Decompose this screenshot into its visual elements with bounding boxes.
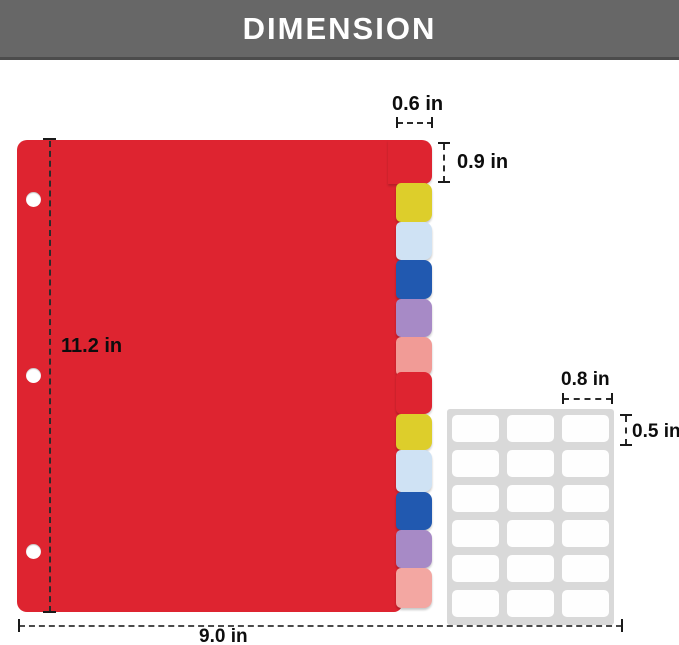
label-width-dimension-label: 0.8 in xyxy=(561,369,610,390)
label-sticker xyxy=(507,590,554,617)
label-sticker xyxy=(452,415,499,442)
tab-width-dimension-line xyxy=(397,122,433,124)
tab-height-dimension-label: 0.9 in xyxy=(457,151,509,173)
label-sticker xyxy=(507,555,554,582)
binder-hole-middle xyxy=(26,368,41,383)
sheet-height-dimension-tick-top xyxy=(43,138,56,140)
label-height-dimension-label: 0.5 in xyxy=(632,421,679,442)
sheet-height-dimension-tick-bottom xyxy=(43,611,56,613)
sheet-width-dimension-label: 9.0 in xyxy=(199,626,248,645)
sheet-width-dimension-tick-left xyxy=(18,619,20,632)
label-sticker xyxy=(452,485,499,512)
label-sticker xyxy=(507,450,554,477)
label-sticker xyxy=(452,450,499,477)
tab-height-dimension-line xyxy=(443,144,445,182)
tab-width-dimension-tick-left xyxy=(396,117,398,128)
divider-sheet xyxy=(17,140,402,612)
tab-height-dimension-tick-bottom xyxy=(438,181,450,183)
label-height-dimension-tick-bottom xyxy=(620,444,632,446)
tab-width-dimension-tick-right xyxy=(431,117,433,128)
label-sticker xyxy=(562,555,609,582)
tab-height-dimension-tick-top xyxy=(438,142,450,144)
binder-hole-top xyxy=(26,192,41,207)
label-sticker xyxy=(507,485,554,512)
header-banner: DIMENSION xyxy=(0,0,679,60)
label-sticker xyxy=(507,415,554,442)
label-sticker xyxy=(562,590,609,617)
label-width-dimension-tick-right xyxy=(611,393,613,404)
label-width-dimension-tick-left xyxy=(562,393,564,404)
label-sticker xyxy=(562,415,609,442)
label-height-dimension-tick-top xyxy=(620,414,632,416)
sheet-width-dimension-line xyxy=(19,625,622,627)
sheet-height-dimension-line xyxy=(49,141,51,612)
divider-top-red-tab xyxy=(388,140,432,184)
label-grid xyxy=(447,409,614,623)
label-sticker xyxy=(452,555,499,582)
label-width-dimension-line xyxy=(563,398,612,400)
label-sheet xyxy=(447,409,614,625)
label-sticker xyxy=(507,520,554,547)
label-sticker xyxy=(452,520,499,547)
label-sticker xyxy=(452,590,499,617)
tab-width-dimension-label: 0.6 in xyxy=(392,93,444,115)
page-title: DIMENSION xyxy=(242,10,437,46)
label-sticker xyxy=(562,450,609,477)
label-sticker xyxy=(562,520,609,547)
label-height-dimension-line xyxy=(625,416,627,445)
binder-hole-bottom xyxy=(26,544,41,559)
sheet-height-dimension-label: 11.2 in xyxy=(61,335,123,357)
sheet-width-dimension-tick-right xyxy=(621,619,623,632)
label-sticker xyxy=(562,485,609,512)
